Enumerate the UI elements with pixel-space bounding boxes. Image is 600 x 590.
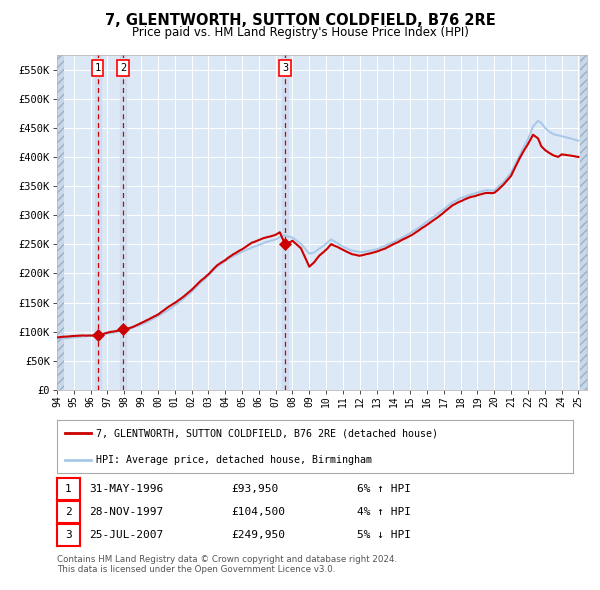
Text: 3: 3 (282, 63, 288, 73)
Bar (580, 55, 587, 390)
Text: 5% ↓ HPI: 5% ↓ HPI (357, 530, 411, 540)
Text: 7, GLENTWORTH, SUTTON COLDFIELD, B76 2RE: 7, GLENTWORTH, SUTTON COLDFIELD, B76 2RE (104, 13, 496, 28)
Bar (120, 55, 126, 390)
Text: 1: 1 (95, 63, 101, 73)
Text: 31-MAY-1996: 31-MAY-1996 (89, 484, 163, 494)
Text: £93,950: £93,950 (231, 484, 278, 494)
Text: 2: 2 (120, 63, 126, 73)
Text: 7, GLENTWORTH, SUTTON COLDFIELD, B76 2RE (detached house): 7, GLENTWORTH, SUTTON COLDFIELD, B76 2RE… (96, 428, 438, 438)
Text: 6% ↑ HPI: 6% ↑ HPI (357, 484, 411, 494)
Text: Contains HM Land Registry data © Crown copyright and database right 2024.
This d: Contains HM Land Registry data © Crown c… (57, 555, 397, 575)
Text: HPI: Average price, detached house, Birmingham: HPI: Average price, detached house, Birm… (96, 455, 372, 465)
Bar (95, 55, 101, 390)
Bar (282, 55, 288, 390)
Text: 28-NOV-1997: 28-NOV-1997 (89, 507, 163, 517)
Text: 25-JUL-2007: 25-JUL-2007 (89, 530, 163, 540)
Bar (57, 55, 64, 390)
Text: 3: 3 (65, 530, 72, 540)
Bar (57, 55, 64, 390)
Text: 1: 1 (65, 484, 72, 494)
Text: 4% ↑ HPI: 4% ↑ HPI (357, 507, 411, 517)
Text: £104,500: £104,500 (231, 507, 285, 517)
Text: 2: 2 (65, 507, 72, 517)
Bar (580, 55, 587, 390)
Text: Price paid vs. HM Land Registry's House Price Index (HPI): Price paid vs. HM Land Registry's House … (131, 26, 469, 39)
Text: £249,950: £249,950 (231, 530, 285, 540)
